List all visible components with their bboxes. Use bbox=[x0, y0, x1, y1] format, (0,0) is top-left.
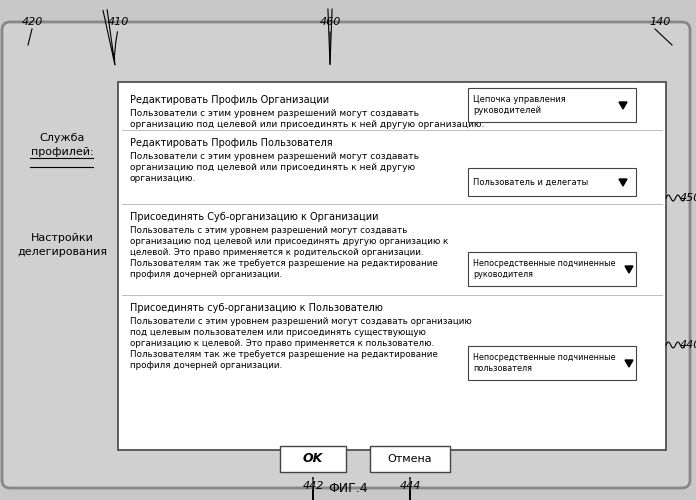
Text: Редактировать Профиль Пользователя: Редактировать Профиль Пользователя bbox=[130, 138, 333, 148]
FancyBboxPatch shape bbox=[468, 252, 636, 286]
Polygon shape bbox=[625, 266, 633, 273]
FancyBboxPatch shape bbox=[118, 82, 666, 450]
Text: 410: 410 bbox=[107, 17, 129, 27]
Text: 460: 460 bbox=[319, 17, 340, 27]
Text: 420: 420 bbox=[22, 17, 42, 27]
Text: Пользователи с этим уровнем разрешений могут создавать
организацию под целевой и: Пользователи с этим уровнем разрешений м… bbox=[130, 109, 484, 129]
FancyBboxPatch shape bbox=[370, 446, 450, 472]
Text: Цепочка управления
руководителей: Цепочка управления руководителей bbox=[473, 95, 566, 115]
Text: Пользователи с этим уровнем разрешений могут создавать
организацию под целевой и: Пользователи с этим уровнем разрешений м… bbox=[130, 152, 419, 183]
Text: Служба
профилей:: Служба профилей: bbox=[31, 133, 93, 157]
Text: Пользователь и делегаты: Пользователь и делегаты bbox=[473, 178, 588, 186]
FancyBboxPatch shape bbox=[468, 168, 636, 196]
Text: 444: 444 bbox=[400, 481, 420, 491]
Polygon shape bbox=[625, 360, 633, 367]
Text: Непосредственные подчиненные
пользователя: Непосредственные подчиненные пользовател… bbox=[473, 353, 615, 373]
Text: 450: 450 bbox=[679, 193, 696, 203]
Text: 440: 440 bbox=[679, 340, 696, 350]
FancyBboxPatch shape bbox=[280, 446, 346, 472]
Text: Присоединять суб-организацию к Пользователю: Присоединять суб-организацию к Пользоват… bbox=[130, 303, 383, 313]
Text: 442: 442 bbox=[302, 481, 324, 491]
Text: Пользователь с этим уровнем разрешений могут создавать
организацию под целевой и: Пользователь с этим уровнем разрешений м… bbox=[130, 226, 448, 280]
FancyBboxPatch shape bbox=[2, 22, 690, 488]
Text: ФИГ.4: ФИГ.4 bbox=[329, 482, 367, 495]
Text: Отмена: Отмена bbox=[388, 454, 432, 464]
Polygon shape bbox=[619, 102, 627, 109]
FancyBboxPatch shape bbox=[468, 346, 636, 380]
Text: Настройки
делегирования: Настройки делегирования bbox=[17, 233, 107, 257]
Text: 140: 140 bbox=[649, 17, 671, 27]
Text: Редактировать Профиль Организации: Редактировать Профиль Организации bbox=[130, 95, 329, 105]
Polygon shape bbox=[619, 179, 627, 186]
FancyBboxPatch shape bbox=[468, 88, 636, 122]
Text: OK: OK bbox=[303, 452, 323, 466]
Text: Пользователи с этим уровнем разрешений могут создавать организацию
под целевым п: Пользователи с этим уровнем разрешений м… bbox=[130, 317, 472, 370]
Text: Непосредственные подчиненные
руководителя: Непосредственные подчиненные руководител… bbox=[473, 259, 615, 279]
Text: Присоединять Суб-организацию к Организации: Присоединять Суб-организацию к Организац… bbox=[130, 212, 379, 222]
